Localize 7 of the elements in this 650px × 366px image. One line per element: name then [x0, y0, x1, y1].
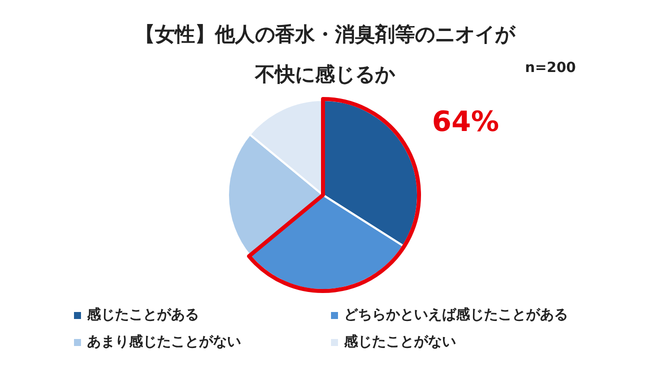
legend-label: どちらかといえば感じたことがある	[343, 306, 568, 324]
legend-label: 感じたことがある	[86, 306, 199, 324]
legend-label: あまり感じたことがない	[86, 333, 241, 351]
chart-title: 【女性】他人の香水・消臭剤等のニオイが不快に感じるか	[134, 21, 517, 88]
legend-label: 感じたことがない	[343, 333, 456, 351]
text: 64%	[432, 105, 500, 138]
chart-subtitle: n=200	[525, 60, 576, 76]
